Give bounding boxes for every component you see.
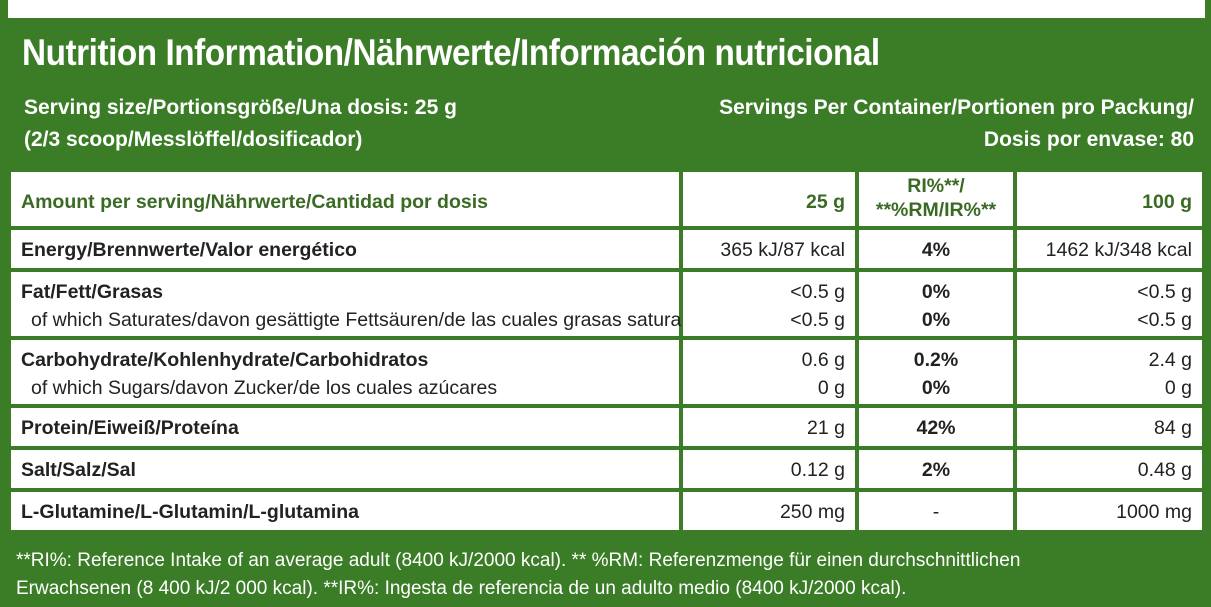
row-sub-per100: 0 g xyxy=(1164,377,1192,399)
servings-per-container-line1: Servings Per Container/Portionen pro Pac… xyxy=(719,96,1194,119)
row-label: Energy/Brennwerte/Valor energético xyxy=(9,228,681,270)
top-white-bar xyxy=(8,0,1205,18)
row-main-per100: 2.4 g xyxy=(1148,349,1192,371)
row-per100: 84 g xyxy=(1015,406,1204,448)
footnote: **RI%: Reference Intake of an average ad… xyxy=(16,547,1020,603)
serving-size-line2: (2/3 scoop/Messlöffel/dosificador) xyxy=(24,128,363,151)
footnote-line2: Erwachsenen (8 400 kJ/2 000 kcal). **IR%… xyxy=(16,578,907,599)
table-row: Carbohydrate/Kohlenhydrate/Carbohidratos… xyxy=(9,338,1204,406)
row-serving: 0.12 g xyxy=(681,448,857,490)
header-per-serving: 25 g xyxy=(681,170,857,228)
servings-per-container: Servings Per Container/Portionen pro Pac… xyxy=(719,92,1194,156)
row-ri: - xyxy=(857,490,1015,532)
row-serving: 250 mg xyxy=(681,490,857,532)
row-label: Fat/Fett/Grasas of which Saturates/davon… xyxy=(9,270,713,338)
table-row: Fat/Fett/Grasas of which Saturates/davon… xyxy=(9,270,1204,338)
row-main-label: Fat/Fett/Grasas xyxy=(21,281,163,303)
row-sub-ri: 0% xyxy=(921,309,951,331)
row-sub-label: of which Sugars/davon Zucker/de los cual… xyxy=(31,377,498,399)
row-label: Salt/Salz/Sal xyxy=(9,448,681,490)
header-per-100: 100 g xyxy=(1015,170,1204,228)
row-main-serving: 0.6 g xyxy=(801,349,845,371)
table-row: L-Glutamine/L-Glutamin/L-glutamina 250 m… xyxy=(9,490,1204,532)
row-label: Carbohydrate/Kohlenhydrate/Carbohidratos… xyxy=(9,338,681,406)
row-main-label: Carbohydrate/Kohlenhydrate/Carbohidratos xyxy=(21,349,429,371)
table-row: Protein/Eiweiß/Proteína 21 g 42% 84 g xyxy=(9,406,1204,448)
header-ri: RI%**/ **%RM/IR%** xyxy=(857,170,1015,228)
row-main-serving: <0.5 g xyxy=(790,281,845,303)
row-sub-ri: 0% xyxy=(921,377,951,399)
header-amount-label: Amount per serving/Nährwerte/Cantidad po… xyxy=(9,170,681,228)
row-label: Protein/Eiweiß/Proteína xyxy=(9,406,681,448)
row-per100: 1000 mg xyxy=(1015,490,1204,532)
row-main-ri: 0.2% xyxy=(913,349,959,371)
row-per100: 1462 kJ/348 kcal xyxy=(1015,228,1204,270)
row-ri: 42% xyxy=(857,406,1015,448)
row-serving: 21 g xyxy=(681,406,857,448)
row-sub-serving: 0 g xyxy=(817,377,845,399)
row-per100: 2.4 g 0 g xyxy=(1015,338,1204,406)
row-serving: 365 kJ/87 kcal xyxy=(681,228,857,270)
row-per100: <0.5 g <0.5 g xyxy=(1015,270,1204,338)
row-sub-label: of which Saturates/davon gesättigte Fett… xyxy=(31,309,713,331)
row-ri: 0.2% 0% xyxy=(857,338,1015,406)
row-sub-per100: <0.5 g xyxy=(1137,309,1192,331)
row-per100: 0.48 g xyxy=(1015,448,1204,490)
nutrition-table: Amount per serving/Nährwerte/Cantidad po… xyxy=(9,170,1204,532)
table-header-row: Amount per serving/Nährwerte/Cantidad po… xyxy=(9,170,1204,228)
row-sub-serving: <0.5 g xyxy=(790,309,845,331)
servings-per-container-line2: Dosis por envase: 80 xyxy=(983,128,1194,151)
row-main-ri: 0% xyxy=(921,281,951,303)
row-ri: 2% xyxy=(857,448,1015,490)
row-serving: <0.5 g <0.5 g xyxy=(681,270,857,338)
panel-title: Nutrition Information/Nährwerte/Informac… xyxy=(22,32,880,73)
row-label: L-Glutamine/L-Glutamin/L-glutamina xyxy=(9,490,681,532)
table-row: Energy/Brennwerte/Valor energético 365 k… xyxy=(9,228,1204,270)
header-ri-line2: **%RM/IR%** xyxy=(875,199,997,221)
row-main-per100: <0.5 g xyxy=(1137,281,1192,303)
table-row: Salt/Salz/Sal 0.12 g 2% 0.48 g xyxy=(9,448,1204,490)
footnote-line1: **RI%: Reference Intake of an average ad… xyxy=(16,550,1021,571)
serving-size: Serving size/Portionsgröße/Una dosis: 25… xyxy=(24,92,457,156)
serving-size-line1: Serving size/Portionsgröße/Una dosis: 25… xyxy=(24,96,457,119)
row-ri: 0% 0% xyxy=(857,270,1015,338)
header-ri-line1: RI%**/ xyxy=(907,175,965,197)
row-serving: 0.6 g 0 g xyxy=(681,338,857,406)
row-ri: 4% xyxy=(857,228,1015,270)
